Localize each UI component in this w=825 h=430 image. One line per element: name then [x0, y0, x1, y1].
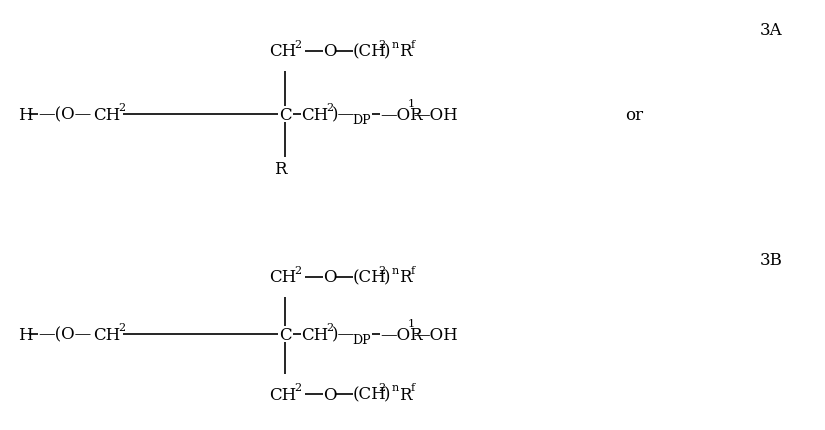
Text: —OH: —OH — [413, 106, 458, 123]
Text: O: O — [323, 386, 337, 402]
Text: DP: DP — [352, 333, 370, 346]
Text: n: n — [392, 382, 399, 392]
Text: )—: )— — [332, 326, 355, 343]
Text: 3B: 3B — [760, 252, 783, 268]
Text: f: f — [411, 382, 415, 392]
Text: f: f — [411, 265, 415, 275]
Text: C: C — [279, 326, 291, 343]
Text: ): ) — [384, 43, 390, 60]
Text: 2: 2 — [378, 40, 385, 50]
Text: O: O — [323, 43, 337, 60]
Text: R: R — [399, 43, 412, 60]
Text: (CH: (CH — [353, 386, 387, 402]
Text: —(O—: —(O— — [38, 106, 92, 123]
Text: 2: 2 — [118, 103, 125, 113]
Text: CH: CH — [269, 386, 296, 402]
Text: 2: 2 — [378, 382, 385, 392]
Text: CH: CH — [269, 43, 296, 60]
Text: ): ) — [384, 269, 390, 286]
Text: 1: 1 — [408, 99, 415, 109]
Text: 3A: 3A — [760, 22, 783, 39]
Text: R: R — [399, 269, 412, 286]
Text: —OR: —OR — [380, 326, 422, 343]
Text: 2: 2 — [118, 322, 125, 332]
Text: 2: 2 — [294, 40, 301, 50]
Text: 1: 1 — [408, 318, 415, 328]
Text: )—: )— — [332, 106, 355, 123]
Text: R: R — [274, 161, 286, 178]
Text: CH: CH — [93, 106, 120, 123]
Text: DP: DP — [352, 113, 370, 126]
Text: f: f — [411, 40, 415, 50]
Text: R: R — [399, 386, 412, 402]
Text: (CH: (CH — [353, 43, 387, 60]
Text: CH: CH — [301, 106, 328, 123]
Text: n: n — [392, 265, 399, 275]
Text: CH: CH — [93, 326, 120, 343]
Text: or: or — [625, 106, 644, 123]
Text: —OH: —OH — [413, 326, 458, 343]
Text: H: H — [18, 106, 33, 123]
Text: 2: 2 — [326, 103, 333, 113]
Text: O: O — [323, 269, 337, 286]
Text: ): ) — [384, 386, 390, 402]
Text: 2: 2 — [294, 265, 301, 275]
Text: 2: 2 — [326, 322, 333, 332]
Text: (CH: (CH — [353, 269, 387, 286]
Text: C: C — [279, 106, 291, 123]
Text: —(O—: —(O— — [38, 326, 92, 343]
Text: H: H — [18, 326, 33, 343]
Text: CH: CH — [269, 269, 296, 286]
Text: CH: CH — [301, 326, 328, 343]
Text: 2: 2 — [378, 265, 385, 275]
Text: —OR: —OR — [380, 106, 422, 123]
Text: 2: 2 — [294, 382, 301, 392]
Text: n: n — [392, 40, 399, 50]
